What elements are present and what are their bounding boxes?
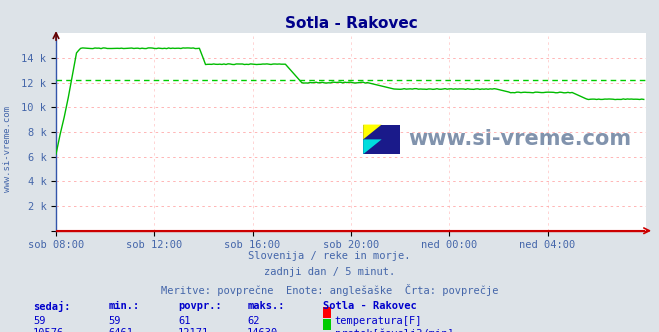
Text: pretok[čevelj3/min]: pretok[čevelj3/min] xyxy=(335,328,453,332)
Text: 12171: 12171 xyxy=(178,328,209,332)
Bar xyxy=(363,124,400,154)
Text: maks.:: maks.: xyxy=(247,301,285,311)
Title: Sotla - Rakovec: Sotla - Rakovec xyxy=(285,16,417,31)
Text: min.:: min.: xyxy=(109,301,140,311)
Text: www.si-vreme.com: www.si-vreme.com xyxy=(3,106,13,193)
Text: 59: 59 xyxy=(33,316,45,326)
Text: sedaj:: sedaj: xyxy=(33,301,71,312)
Polygon shape xyxy=(363,139,382,154)
Text: 14630: 14630 xyxy=(247,328,278,332)
Text: 62: 62 xyxy=(247,316,260,326)
Text: temperatura[F]: temperatura[F] xyxy=(335,316,422,326)
Text: Meritve: povprečne  Enote: anglešaške  Črta: povprečje: Meritve: povprečne Enote: anglešaške Črt… xyxy=(161,284,498,296)
Text: povpr.:: povpr.: xyxy=(178,301,221,311)
Text: 10576: 10576 xyxy=(33,328,64,332)
Text: 59: 59 xyxy=(109,316,121,326)
Polygon shape xyxy=(363,124,382,139)
Text: zadnji dan / 5 minut.: zadnji dan / 5 minut. xyxy=(264,267,395,277)
Text: Sotla - Rakovec: Sotla - Rakovec xyxy=(323,301,416,311)
Text: www.si-vreme.com: www.si-vreme.com xyxy=(409,129,631,149)
Text: 6461: 6461 xyxy=(109,328,134,332)
Text: 61: 61 xyxy=(178,316,190,326)
Text: Slovenija / reke in morje.: Slovenija / reke in morje. xyxy=(248,251,411,261)
